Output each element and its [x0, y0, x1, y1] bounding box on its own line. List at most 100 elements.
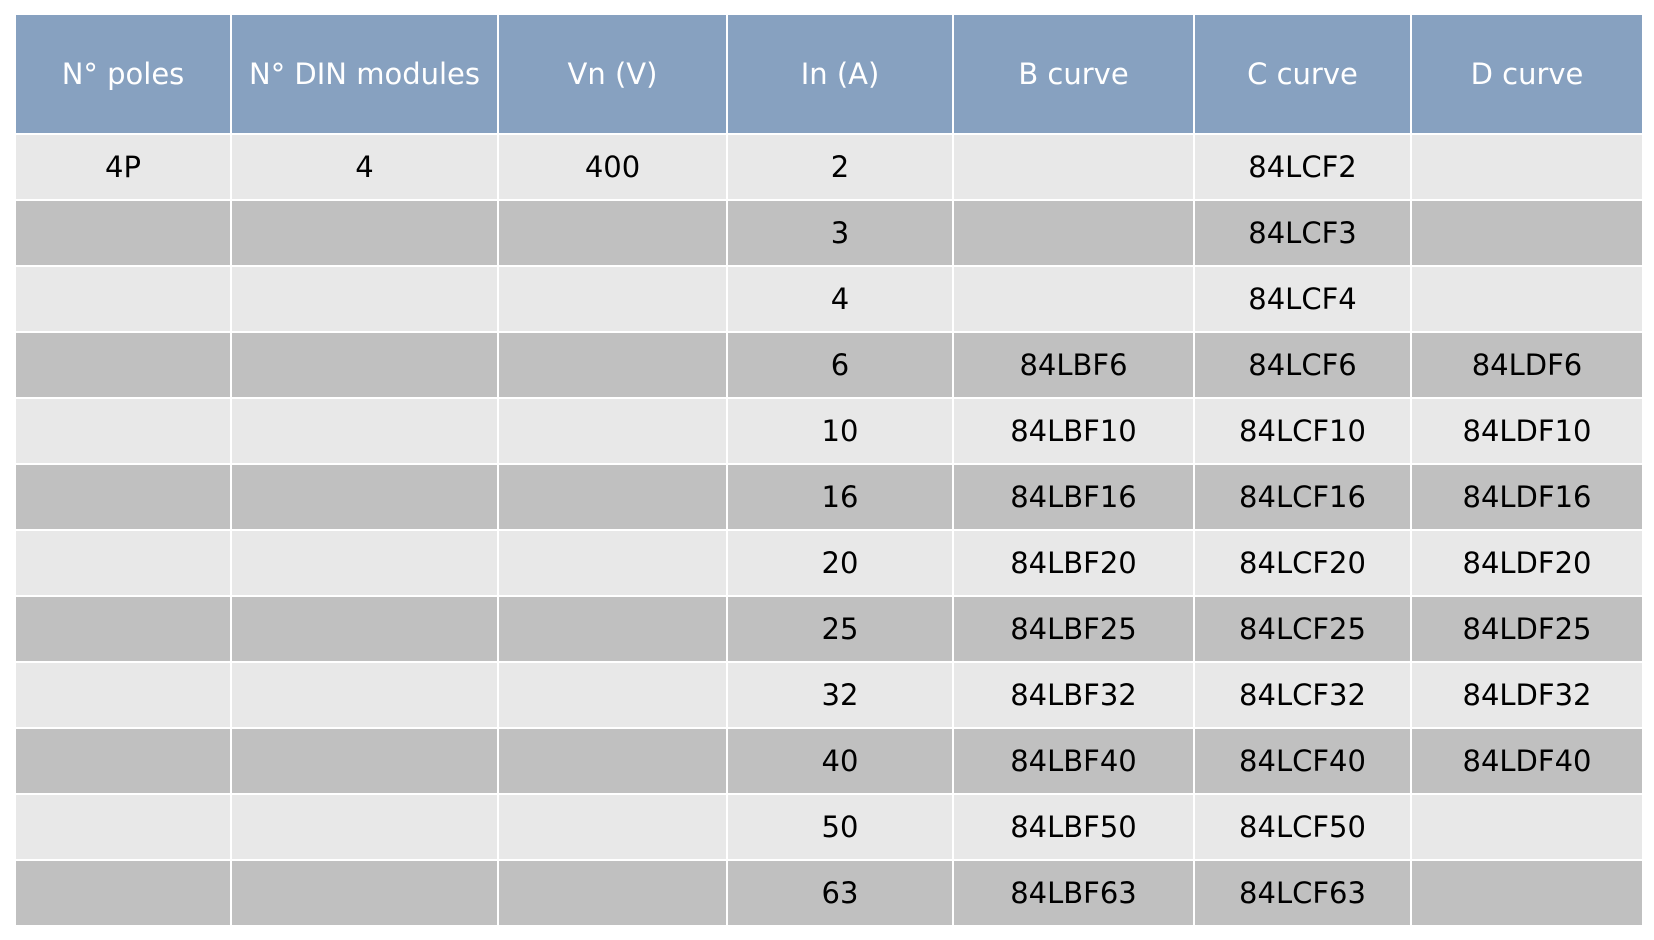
- table-cell: 25: [726, 595, 954, 663]
- column-header: N° DIN modules: [230, 13, 499, 135]
- empty-cell: [14, 529, 232, 597]
- empty-cell: [230, 529, 499, 597]
- empty-cell: [497, 661, 728, 729]
- table-row: 25 84LBF25 84LCF25 84LDF25: [14, 595, 1644, 663]
- table-row: 3 84LCF3: [14, 199, 1644, 267]
- empty-cell: [14, 859, 232, 927]
- table-cell: 84LBF50: [952, 793, 1195, 861]
- table-cell: 2: [726, 133, 954, 201]
- empty-cell: [497, 331, 728, 399]
- empty-cell: [1410, 793, 1644, 861]
- empty-cell: [1410, 133, 1644, 201]
- table-row: 6 84LBF6 84LCF6 84LDF6: [14, 331, 1644, 399]
- table-cell: 84LCF2: [1193, 133, 1412, 201]
- table-cell: 20: [726, 529, 954, 597]
- table-cell: 84LBF10: [952, 397, 1195, 465]
- empty-cell: [1410, 199, 1644, 267]
- table-cell: 84LCF16: [1193, 463, 1412, 531]
- empty-cell: [230, 727, 499, 795]
- table-body: 4P 4 400 2 84LCF2 3 84LCF3 4 84LCF4 6 84LBF6 84LCF6…: [14, 133, 1644, 927]
- table-cell: 84LCF40: [1193, 727, 1412, 795]
- table-cell: 50: [726, 793, 954, 861]
- table-cell: 84LDF40: [1410, 727, 1644, 795]
- table-row: 40 84LBF40 84LCF40 84LDF40: [14, 727, 1644, 795]
- table-cell: 84LCF3: [1193, 199, 1412, 267]
- empty-cell: [14, 331, 232, 399]
- empty-cell: [14, 463, 232, 531]
- empty-cell: [952, 265, 1195, 333]
- empty-cell: [497, 397, 728, 465]
- product-table: N° poles N° DIN modules Vn (V) In (A) B curv…: [14, 13, 1644, 927]
- table-row: 20 84LBF20 84LCF20 84LDF20: [14, 529, 1644, 597]
- empty-cell: [952, 199, 1195, 267]
- table-cell: 84LDF6: [1410, 331, 1644, 399]
- column-header: Vn (V): [497, 13, 728, 135]
- empty-cell: [497, 859, 728, 927]
- table-cell: 84LCF10: [1193, 397, 1412, 465]
- table-cell: 84LBF16: [952, 463, 1195, 531]
- column-header: N° poles: [14, 13, 232, 135]
- table-row: 50 84LBF50 84LCF50: [14, 793, 1644, 861]
- empty-cell: [497, 529, 728, 597]
- table-cell: 40: [726, 727, 954, 795]
- table-cell: 84LCF25: [1193, 595, 1412, 663]
- empty-cell: [230, 397, 499, 465]
- table-cell: 84LCF32: [1193, 661, 1412, 729]
- table-cell: 84LDF20: [1410, 529, 1644, 597]
- table-cell: 84LBF20: [952, 529, 1195, 597]
- table-cell: 84LDF32: [1410, 661, 1644, 729]
- table-cell: 4: [230, 133, 499, 201]
- table-cell: 84LBF25: [952, 595, 1195, 663]
- table-cell: 84LBF40: [952, 727, 1195, 795]
- column-header: C curve: [1193, 13, 1412, 135]
- table-row: 4P 4 400 2 84LCF2: [14, 133, 1644, 201]
- empty-cell: [497, 727, 728, 795]
- table-cell: 16: [726, 463, 954, 531]
- empty-cell: [1410, 265, 1644, 333]
- header-row: N° poles N° DIN modules Vn (V) In (A) B curv…: [14, 13, 1644, 135]
- table-row: 63 84LBF63 84LCF63: [14, 859, 1644, 927]
- empty-cell: [14, 661, 232, 729]
- empty-cell: [230, 331, 499, 399]
- empty-cell: [14, 199, 232, 267]
- column-header: D curve: [1410, 13, 1644, 135]
- table-cell: 6: [726, 331, 954, 399]
- table-cell: 84LBF63: [952, 859, 1195, 927]
- empty-cell: [14, 595, 232, 663]
- table-cell: 84LBF6: [952, 331, 1195, 399]
- empty-cell: [497, 793, 728, 861]
- table-cell: 63: [726, 859, 954, 927]
- table-cell: 400: [497, 133, 728, 201]
- empty-cell: [230, 595, 499, 663]
- table-cell: 10: [726, 397, 954, 465]
- table-row: 32 84LBF32 84LCF32 84LDF32: [14, 661, 1644, 729]
- table-cell: 84LDF10: [1410, 397, 1644, 465]
- table-cell: 4P: [14, 133, 232, 201]
- empty-cell: [230, 265, 499, 333]
- empty-cell: [230, 463, 499, 531]
- empty-cell: [14, 397, 232, 465]
- table-cell: 84LDF16: [1410, 463, 1644, 531]
- table-cell: 84LDF25: [1410, 595, 1644, 663]
- table-cell: 84LCF20: [1193, 529, 1412, 597]
- table-cell: 4: [726, 265, 954, 333]
- empty-cell: [230, 859, 499, 927]
- column-header: In (A): [726, 13, 954, 135]
- empty-cell: [14, 265, 232, 333]
- empty-cell: [14, 727, 232, 795]
- table-row: 4 84LCF4: [14, 265, 1644, 333]
- empty-cell: [230, 199, 499, 267]
- empty-cell: [952, 133, 1195, 201]
- column-header: B curve: [952, 13, 1195, 135]
- empty-cell: [497, 199, 728, 267]
- empty-cell: [230, 793, 499, 861]
- table-cell: 84LCF50: [1193, 793, 1412, 861]
- table-row: 10 84LBF10 84LCF10 84LDF10: [14, 397, 1644, 465]
- empty-cell: [497, 463, 728, 531]
- table-wrap: N° poles N° DIN modules Vn (V) In (A) B curv…: [14, 13, 1644, 927]
- table-cell: 3: [726, 199, 954, 267]
- table-cell: 84LCF63: [1193, 859, 1412, 927]
- empty-cell: [14, 793, 232, 861]
- empty-cell: [497, 595, 728, 663]
